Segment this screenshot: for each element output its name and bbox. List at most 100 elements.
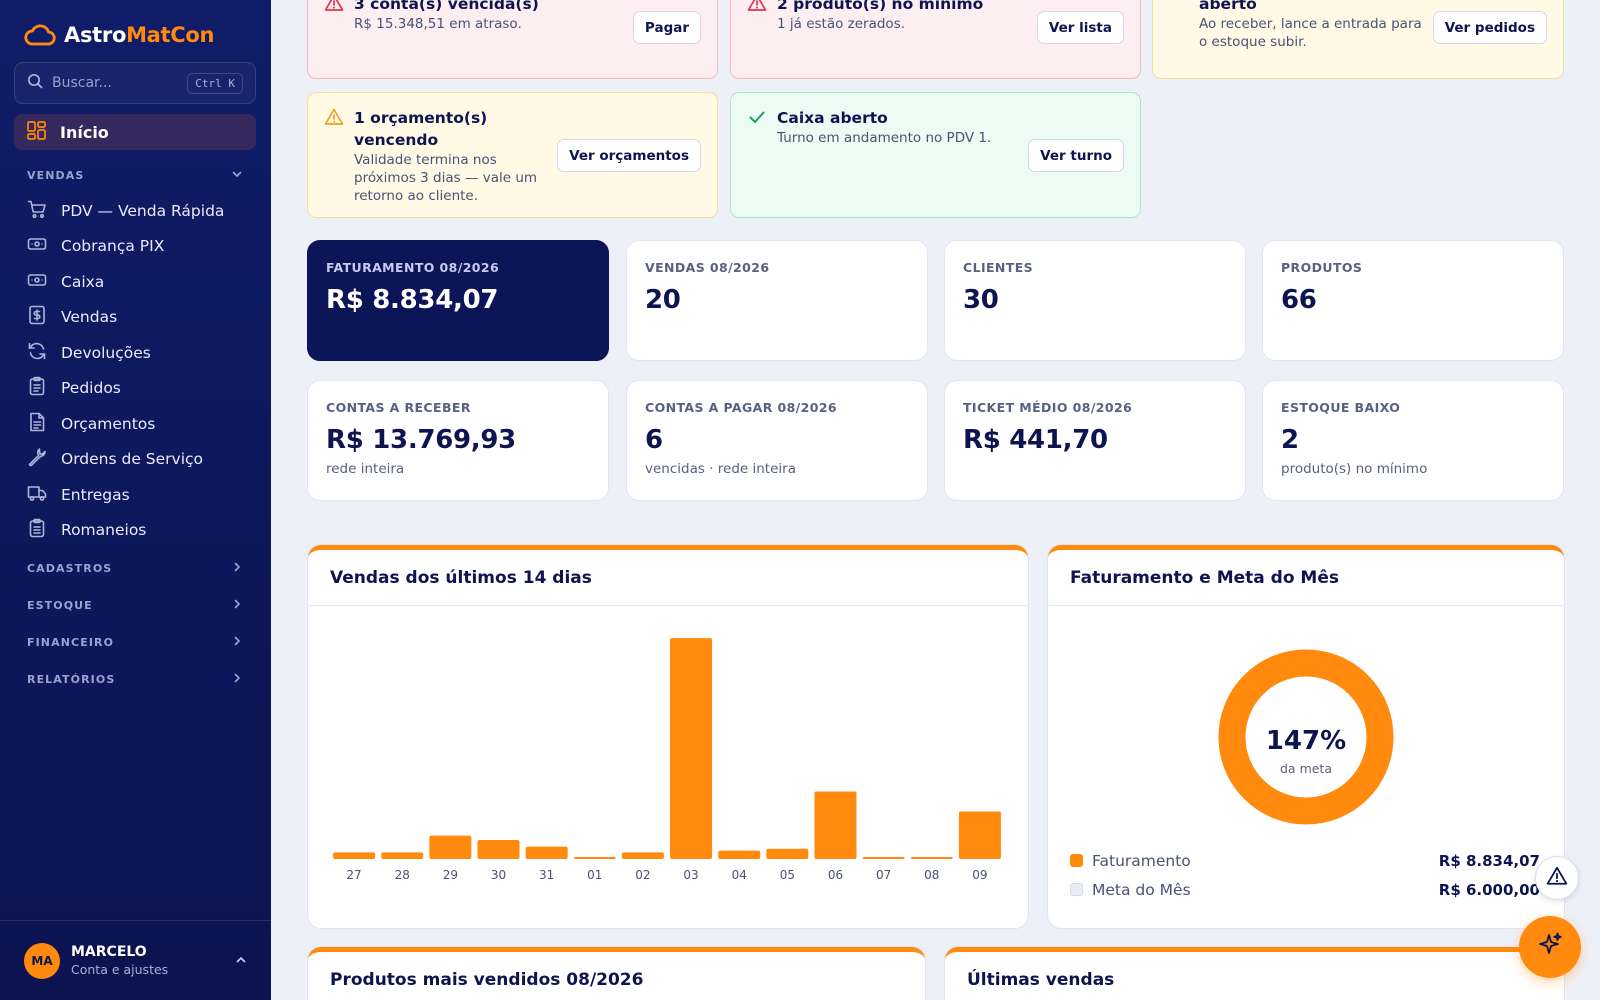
dollar-receipt-icon xyxy=(27,305,47,329)
chart-bar[interactable] xyxy=(814,791,857,859)
alert-open-purchase-orders: 1 pedido(s) de compra em aberto Ao receb… xyxy=(1152,0,1564,79)
section-cadastros[interactable]: CADASTROS xyxy=(27,561,243,576)
sidebar-item-label: Romaneios xyxy=(61,521,147,540)
stat-card-sales[interactable]: VENDAS 08/2026 20 xyxy=(626,240,928,361)
chart-bar[interactable] xyxy=(862,857,905,859)
stat-card-revenue[interactable]: FATURAMENTO 08/2026 R$ 8.834,07 xyxy=(307,240,609,361)
stat-card-low-stock[interactable]: ESTOQUE BAIXO 2 produto(s) no mínimo xyxy=(1262,380,1564,501)
stat-value: 20 xyxy=(645,285,681,315)
chart-bar[interactable] xyxy=(718,850,761,859)
chart-tick-label: 09 xyxy=(972,868,987,882)
stat-value: R$ 441,70 xyxy=(963,425,1108,455)
sidebar: AstroMatCon Ctrl K Início VENDAS PDV — V… xyxy=(0,0,271,1000)
alert-title: Caixa aberto xyxy=(777,109,888,127)
chart-bar[interactable] xyxy=(621,852,664,859)
stat-label: CONTAS A PAGAR 08/2026 xyxy=(645,400,838,415)
stat-label: TICKET MÉDIO 08/2026 xyxy=(963,400,1133,415)
section-relatorios[interactable]: RELATÓRIOS xyxy=(27,672,243,687)
brand-logo[interactable]: AstroMatCon xyxy=(24,20,214,50)
sidebar-item-label: Devoluções xyxy=(61,343,151,362)
chart-tick-label: 03 xyxy=(683,868,698,882)
stat-card-products[interactable]: PRODUTOS 66 xyxy=(1262,240,1564,361)
chevron-right-icon xyxy=(231,635,243,650)
section-vendas[interactable]: VENDAS xyxy=(27,168,243,183)
cash-icon xyxy=(27,234,47,258)
stat-card-clients[interactable]: CLIENTES 30 xyxy=(944,240,1246,361)
alert-text: Turno em andamento no PDV 1. xyxy=(777,130,992,146)
alert-text: 1 já estão zerados. xyxy=(777,16,906,32)
ai-assistant-button[interactable] xyxy=(1519,916,1581,978)
chart-tick-label: 05 xyxy=(780,868,795,882)
recent-sales-panel: Últimas vendas xyxy=(945,947,1564,1000)
cash-register-icon xyxy=(27,270,47,294)
clipboard-icon xyxy=(27,376,47,400)
sidebar-item-pdv[interactable]: PDV — Venda Rápida xyxy=(14,193,256,229)
chart-bar[interactable] xyxy=(910,857,953,859)
chart-bar[interactable] xyxy=(381,852,424,859)
search-box[interactable]: Ctrl K xyxy=(14,62,256,104)
brand-name: AstroMatCon xyxy=(64,23,215,47)
section-label: RELATÓRIOS xyxy=(27,673,116,686)
search-input[interactable] xyxy=(52,75,179,91)
clipboard-list-icon xyxy=(27,518,47,542)
goal-caption: da meta xyxy=(1280,761,1332,776)
stat-label: CLIENTES xyxy=(963,260,1034,275)
chart-bar[interactable] xyxy=(429,835,472,859)
sidebar-item-vendas[interactable]: Vendas xyxy=(14,300,256,336)
view-orders-button[interactable]: Ver pedidos xyxy=(1432,11,1547,44)
sidebar-item-pix[interactable]: Cobrança PIX xyxy=(14,229,256,265)
view-list-button[interactable]: Ver lista xyxy=(1036,11,1124,44)
search-icon xyxy=(27,73,43,93)
grid-icon xyxy=(27,120,46,144)
avatar: MA xyxy=(24,942,60,979)
stat-card-average-ticket[interactable]: TICKET MÉDIO 08/2026 R$ 441,70 xyxy=(944,380,1246,501)
chart-tick-label: 01 xyxy=(587,868,602,882)
sidebar-item-romaneios[interactable]: Romaneios xyxy=(14,513,256,549)
section-label: ESTOQUE xyxy=(27,599,93,612)
chart-bar[interactable] xyxy=(573,857,616,859)
chevron-down-icon xyxy=(231,168,243,183)
sidebar-item-label: Entregas xyxy=(61,485,130,504)
legend-value: R$ 6.000,00 xyxy=(1438,880,1540,899)
goal-legend: Faturamento R$ 8.834,07 Meta do Mês R$ 6… xyxy=(1070,846,1540,904)
goal-percent: 147% xyxy=(1266,726,1346,756)
sidebar-item-label: Início xyxy=(60,122,109,142)
stat-card-payables[interactable]: CONTAS A PAGAR 08/2026 6 vencidas · rede… xyxy=(626,380,928,501)
chevron-right-icon xyxy=(231,598,243,613)
report-issue-button[interactable] xyxy=(1535,856,1579,900)
section-label: FINANCEIRO xyxy=(27,636,115,649)
chart-bar[interactable] xyxy=(766,848,809,859)
sidebar-item-label: Cobrança PIX xyxy=(61,237,165,256)
sidebar-item-inicio[interactable]: Início xyxy=(14,114,256,150)
chart-bar[interactable] xyxy=(333,852,376,859)
alert-title: 3 conta(s) vencida(s) xyxy=(354,0,539,13)
chart-bar[interactable] xyxy=(477,840,520,859)
alert-minimum-stock: 2 produto(s) no mínimo 1 já estão zerado… xyxy=(730,0,1141,79)
stat-label: CONTAS A RECEBER xyxy=(326,400,471,415)
sidebar-item-caixa[interactable]: Caixa xyxy=(14,264,256,300)
search-shortcut-badge: Ctrl K xyxy=(187,72,243,94)
view-shift-button[interactable]: Ver turno xyxy=(1028,139,1124,172)
sidebar-item-label: Caixa xyxy=(61,272,105,291)
sidebar-item-orcamentos[interactable]: Orçamentos xyxy=(14,406,256,442)
section-label: VENDAS xyxy=(27,169,85,182)
chart-bar[interactable] xyxy=(670,638,713,859)
chart-bar[interactable] xyxy=(958,811,1001,859)
pay-button[interactable]: Pagar xyxy=(632,11,701,44)
sidebar-item-ordens-servico[interactable]: Ordens de Serviço xyxy=(14,442,256,478)
user-menu[interactable]: MA MARCELO Conta e ajustes xyxy=(0,920,271,1000)
sidebar-item-devolucoes[interactable]: Devoluções xyxy=(14,335,256,371)
section-financeiro[interactable]: FINANCEIRO xyxy=(27,635,243,650)
donut-revenue-arc[interactable] xyxy=(1218,649,1394,825)
chevron-right-icon xyxy=(231,561,243,576)
sidebar-item-entregas[interactable]: Entregas xyxy=(14,477,256,513)
sidebar-item-pedidos[interactable]: Pedidos xyxy=(14,371,256,407)
sidebar-item-label: Vendas xyxy=(61,308,118,327)
section-estoque[interactable]: ESTOQUE xyxy=(27,598,243,613)
stat-card-receivables[interactable]: CONTAS A RECEBER R$ 13.769,93 rede intei… xyxy=(307,380,609,501)
chart-bar[interactable] xyxy=(525,846,568,859)
warning-icon xyxy=(324,0,344,78)
legend-swatch xyxy=(1070,883,1083,896)
view-quotes-button[interactable]: Ver orçamentos xyxy=(557,139,701,172)
chart-tick-label: 06 xyxy=(828,868,843,882)
